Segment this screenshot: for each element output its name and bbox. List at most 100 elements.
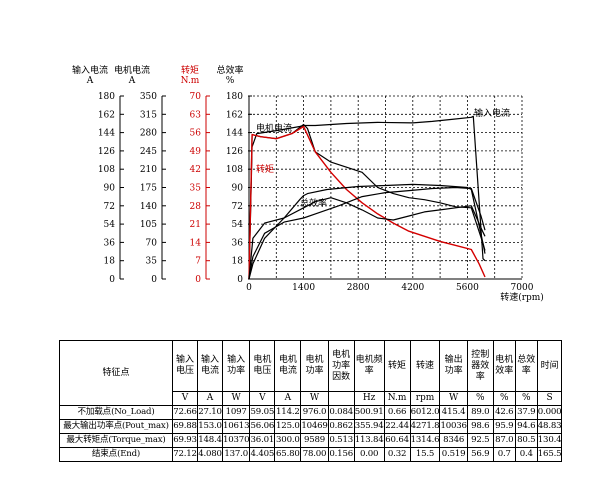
table-header-cell: 电机功率因数	[327, 340, 355, 392]
performance-chart: 输入电流A18016214412610890725436180电机电流A3503…	[72, 64, 544, 303]
table-cell: 48.83	[536, 419, 563, 434]
table-cell: 4.080	[197, 447, 223, 462]
table-cell: 0.084	[327, 405, 355, 420]
table-header-cell: 输出功率	[439, 340, 468, 392]
y-tick-label: 0	[237, 275, 243, 285]
table-cell: 80.5	[514, 433, 538, 448]
series-line-1	[248, 115, 486, 280]
series-annotation: 总效率	[300, 197, 327, 209]
table-cell: 1097	[221, 405, 251, 420]
table-cell: 0.66	[383, 405, 411, 420]
table-cell: 37.9	[514, 405, 538, 420]
table-cell: 10613	[221, 419, 251, 434]
y-tick-label: 7	[195, 257, 201, 267]
y-tick-label: 180	[226, 92, 243, 102]
table-cell: 148.4	[197, 433, 223, 448]
table-cell: 42.6	[492, 405, 516, 420]
y-axis-unit: %	[226, 76, 235, 86]
table-cell: 94.6	[514, 419, 538, 434]
y-tick-label: 90	[232, 184, 244, 194]
table-header-cell: 时间	[536, 340, 563, 392]
series-line-6	[248, 197, 486, 280]
y-tick-label: 18	[104, 257, 116, 267]
y-axes: 输入电流A18016214412610890725436180电机电流A3503…	[72, 64, 252, 285]
table-cell: 36.01	[249, 433, 276, 448]
table-cell: 10036	[439, 419, 468, 434]
table-cell: 130.4	[536, 433, 563, 448]
y-tick-label: 90	[104, 184, 116, 194]
table-cell: 0.513	[327, 433, 355, 448]
table-header-cell: 输入电流	[197, 340, 223, 392]
series-annotation: 转矩	[256, 163, 274, 175]
y-tick-label: 350	[140, 92, 157, 102]
table-cell: 976.0	[300, 405, 329, 420]
y-tick-label: 280	[140, 129, 157, 139]
table-unit-cell: Hz	[353, 391, 385, 406]
table-cell: 65.80	[274, 447, 302, 462]
table-cell: 72.66	[172, 405, 198, 420]
y-tick-label: 315	[140, 110, 157, 120]
table-header-row: 特征点 输入电压 输入电流 输入功率 电机电压 电机电流 电机功率 电机功率因数 电机频率 转矩…	[59, 340, 563, 406]
table-header-cell: 电机频率	[353, 340, 385, 392]
series-line-4	[248, 183, 486, 280]
table-cell: 0.156	[327, 447, 355, 462]
y-tick-label: 0	[195, 275, 201, 285]
series-line-5	[248, 186, 486, 280]
table-header-cell: 输入电压	[172, 340, 198, 392]
x-tick-label: 2800	[347, 283, 370, 293]
table-cell: 6012.0	[409, 405, 441, 420]
table-cell: 72.12	[172, 447, 198, 462]
table-unit-cell: W	[439, 391, 468, 406]
y-tick-label: 54	[232, 220, 244, 230]
table-cell: 125.0	[274, 419, 302, 434]
table-cell: 78.00	[300, 447, 329, 462]
table-cell: 0.00	[353, 447, 385, 462]
table-unit-cell	[327, 391, 355, 406]
table-header-cell: 总效率	[514, 340, 538, 392]
table-row-label: 最大转矩点(Torque_max)	[59, 433, 173, 448]
table-cell: 27.10	[197, 405, 223, 420]
table-corner-label: 特征点	[59, 340, 173, 406]
table-cell: 92.5	[466, 433, 494, 448]
y-tick-label: 14	[190, 238, 202, 248]
y-axis-title: 总效率	[216, 64, 243, 76]
series-annotation: 电机电流	[256, 122, 292, 134]
table-unit-cell: V	[172, 391, 198, 406]
y-tick-label: 162	[226, 110, 243, 120]
y-tick-label: 49	[190, 147, 202, 157]
table-row: 不加载点(No_Load) 72.66 27.10 1097 59.05 114.2 976…	[59, 405, 563, 420]
table-row: 最大转矩点(Torque_max) 69.93 148.4 10370 36.01 300…	[59, 433, 563, 448]
y-tick-label: 144	[226, 129, 243, 139]
y-tick-label: 35	[190, 184, 202, 194]
table-cell: 69.93	[172, 433, 198, 448]
y-tick-label: 180	[98, 92, 115, 102]
table-header-cell: 电机效率	[492, 340, 516, 392]
table-header-cell: 控制器效率	[466, 340, 494, 392]
table-cell: 59.05	[249, 405, 276, 420]
table-cell: 300.0	[274, 433, 302, 448]
y-tick-label: 35	[146, 257, 158, 267]
y-tick-label: 56	[190, 129, 202, 139]
table-cell: 4.405	[249, 447, 276, 462]
table-unit-cell: N.m	[383, 391, 411, 406]
y-tick-label: 144	[98, 129, 115, 139]
table-cell: 22.44	[383, 419, 411, 434]
table-unit-cell: W	[221, 391, 251, 406]
table-cell: 87.0	[492, 433, 516, 448]
table-header-cell: 电机电压	[249, 340, 276, 392]
x-tick-label: 5600	[456, 283, 479, 293]
table-unit-cell: A	[274, 391, 302, 406]
y-tick-label: 36	[232, 238, 244, 248]
y-tick-label: 18	[232, 257, 244, 267]
table-unit-cell: %	[466, 391, 494, 406]
series-line-3	[248, 125, 486, 280]
table-cell: 8346	[439, 433, 468, 448]
table-cell: 0.4	[514, 447, 538, 462]
y-axis-title: 输入电流	[72, 64, 108, 76]
table-cell: 113.84	[353, 433, 385, 448]
y-tick-label: 28	[190, 202, 202, 212]
table-cell: 0.519	[439, 447, 468, 462]
table-cell: 10370	[221, 433, 251, 448]
